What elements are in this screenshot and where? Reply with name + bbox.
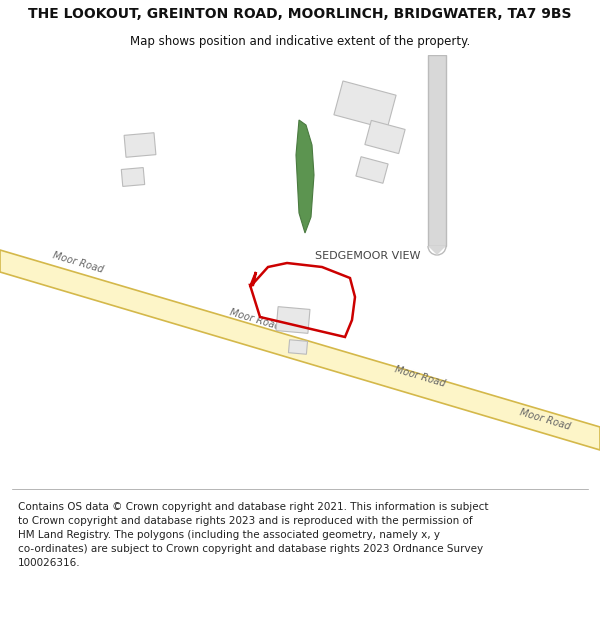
Text: THE LOOKOUT, GREINTON ROAD, MOORLINCH, BRIDGWATER, TA7 9BS: THE LOOKOUT, GREINTON ROAD, MOORLINCH, B…	[28, 7, 572, 21]
Text: SEDGEMOOR VIEW: SEDGEMOOR VIEW	[315, 251, 421, 261]
Text: Moor Road: Moor Road	[518, 408, 572, 432]
Text: Moor Road: Moor Road	[394, 365, 446, 389]
Polygon shape	[121, 168, 145, 186]
Text: Contains OS data © Crown copyright and database right 2021. This information is : Contains OS data © Crown copyright and d…	[18, 502, 488, 568]
Polygon shape	[356, 157, 388, 183]
Polygon shape	[0, 250, 600, 450]
Text: Moor Road: Moor Road	[52, 251, 104, 275]
Polygon shape	[428, 246, 446, 255]
Polygon shape	[276, 307, 310, 333]
Polygon shape	[289, 340, 308, 354]
Polygon shape	[365, 121, 405, 154]
Polygon shape	[334, 81, 396, 129]
Polygon shape	[124, 132, 156, 158]
Polygon shape	[296, 120, 314, 233]
Polygon shape	[428, 55, 446, 246]
Text: Map shows position and indicative extent of the property.: Map shows position and indicative extent…	[130, 35, 470, 48]
Text: Moor Road: Moor Road	[229, 308, 281, 332]
